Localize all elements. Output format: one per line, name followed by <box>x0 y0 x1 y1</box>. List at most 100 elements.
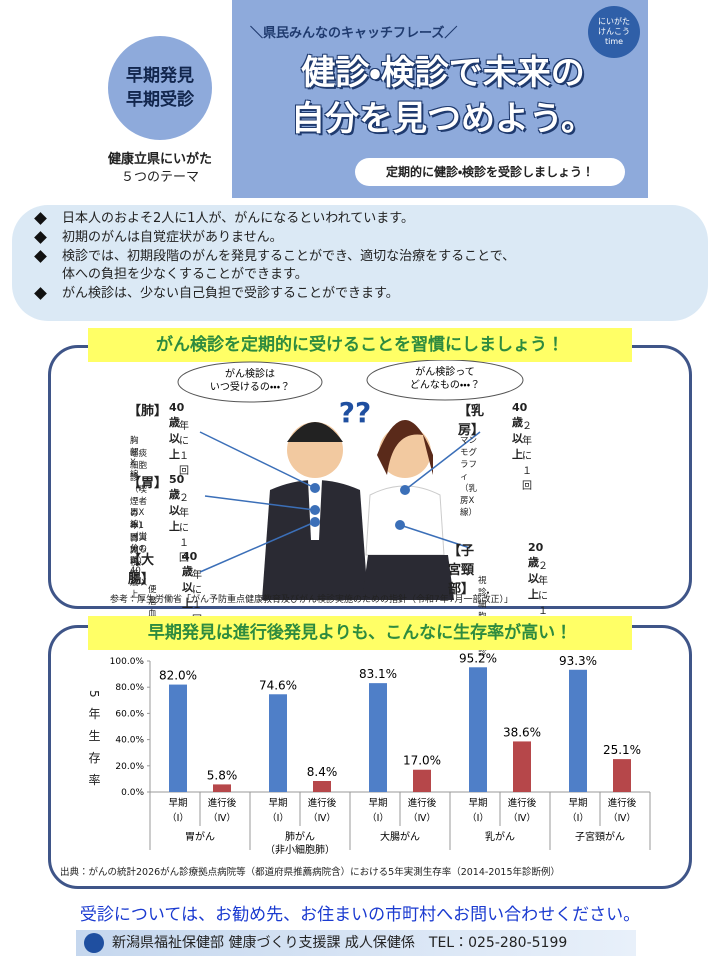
category-label: （非小細胞肺） <box>265 843 335 856</box>
method: 年1回実施も可） <box>130 521 148 567</box>
value-label: 74.6% <box>259 678 297 692</box>
stage-label: 進行後 <box>608 797 637 809</box>
bar <box>469 667 487 792</box>
bubble-text: どんなもの・・・？ <box>410 379 480 391</box>
value-label: 38.6% <box>503 725 541 739</box>
method: 喀痰細胞診（喫煙者のみ） <box>130 449 148 531</box>
theme: ５つのテーマ <box>120 170 199 185</box>
bar <box>213 784 231 792</box>
organ: 【肺】 <box>128 404 168 419</box>
catch-label: ＼県民みんなのキャッチフレーズ／ <box>250 26 458 41</box>
woman <box>362 420 454 600</box>
badge-line: 早期受診 <box>126 90 194 110</box>
organ: 【乳房】 <box>458 404 485 438</box>
stage-label: 早期 <box>268 798 287 809</box>
office: 新潟県福祉保健部 健康づくり支援課 成人保健係 TEL：025-280-5199 <box>76 930 636 956</box>
survival-title: 早期発見は進行後発見よりも、こんなに生存率が高い！ <box>88 616 632 650</box>
stage-label: （Ⅰ） <box>167 812 189 824</box>
stage-label: （Ⅰ） <box>467 812 489 824</box>
stage-label: （Ⅳ） <box>608 812 636 824</box>
stage-label: 進行後 <box>508 797 537 809</box>
source: 出典：がんの統計2026がん診療拠点病院等（都道府県推薦病院含）における5年実測… <box>60 867 561 878</box>
stage-label: （Ⅳ） <box>208 812 236 824</box>
method: 胃内視鏡 <box>130 534 139 580</box>
stage-label: 早期 <box>368 798 387 809</box>
category-label: 大腸がん <box>380 830 420 843</box>
bar <box>369 683 387 792</box>
value-label: 8.4% <box>307 765 338 779</box>
bubble-text: がん検診は <box>225 367 275 380</box>
subheadline: 定期的に健診・検診を受診しましょう！ <box>355 158 625 186</box>
bar <box>413 769 431 792</box>
bullet-text: 検診では、初期段階のがんを発見することができ、適切な治療をすることで、 <box>62 249 516 264</box>
age: 40歳以上 <box>169 401 185 461</box>
logo-line: にいがた <box>598 17 630 26</box>
bullet-text: 初期のがんは自覚症状がありません。 <box>62 230 283 245</box>
logo-line: けんこう <box>598 27 630 36</box>
age: 20歳以上 <box>528 541 544 601</box>
bar <box>269 694 287 792</box>
y-tick-label: 0.0% <box>121 788 144 798</box>
bullet-text: 日本人のおよそ2人に1人が、がんになるといわれています。 <box>62 211 414 226</box>
value-label: 82.0% <box>159 669 197 683</box>
value-label: 5.8% <box>207 768 238 782</box>
bullet-text: がん検診は、少ない自己負担で受診することができます。 <box>62 286 399 301</box>
organ: 【大腸】 <box>128 553 155 587</box>
stage-label: （Ⅰ） <box>567 812 589 824</box>
headline-line: 健診・検診で未来の <box>301 53 585 93</box>
screening-title: がん検診を定期的に受けることを習慣にしましょう！ <box>88 328 632 362</box>
frequency: ２年に１回 <box>522 421 532 492</box>
y-tick-label: 80.0% <box>115 683 144 693</box>
method: マンモグラフィ（乳房X線） <box>460 436 478 518</box>
badge-line: 早期発見 <box>126 66 194 86</box>
bar <box>169 684 187 792</box>
connector-lines <box>199 431 481 573</box>
y-tick-label: 20.0% <box>115 762 144 772</box>
stage-label: 進行後 <box>208 797 237 809</box>
contact: 受診については、お勧め先、お住まいの市町村へお問い合わせください。 <box>79 905 641 925</box>
frequency: 年に１回 <box>179 421 189 477</box>
theme-badge: 早期発見 早期受診 <box>108 36 212 140</box>
y-tick-label: 60.0% <box>115 709 144 719</box>
bar <box>569 669 587 792</box>
method: 胸部X線 <box>130 436 139 480</box>
bar <box>613 759 631 792</box>
bubble-text: いつ受けるの・・・？ <box>210 381 290 393</box>
logo-line: time <box>604 37 624 46</box>
method: 胃X線（当分の間、40歳以上、 <box>130 508 148 600</box>
stage-label: （Ⅳ） <box>308 812 336 824</box>
y-axis-label: 5年生存率 <box>87 690 101 796</box>
organ: 【子宮頸部】 <box>448 544 475 597</box>
organ: 【胃】 <box>128 476 168 491</box>
age: 40歳以上 <box>182 550 198 610</box>
value-label: 25.1% <box>603 743 641 757</box>
bullet-panel <box>12 205 708 321</box>
age: 40歳以上 <box>512 401 528 461</box>
bubble <box>177 361 323 403</box>
category-label: 乳がん <box>485 830 515 843</box>
category-label: 子宮頸がん <box>575 830 625 843</box>
stage-label: （Ⅰ） <box>267 812 289 824</box>
y-tick-label: 40.0% <box>115 736 144 746</box>
office-icon <box>84 933 104 953</box>
bubble-text: がん検診って <box>415 365 475 378</box>
question-mark: ?? <box>339 396 371 429</box>
category-label: 胃がん <box>185 830 215 843</box>
stage-label: （Ⅳ） <box>408 812 436 824</box>
value-label: 95.2% <box>459 651 497 665</box>
y-tick-label: 100.0% <box>110 657 145 667</box>
markers <box>310 483 410 530</box>
reference: 参考：厚生労働省「がん予防重点健康教育及びがん検診実施のための指針（令和7年7月… <box>110 595 513 605</box>
stage-label: （Ⅰ） <box>367 812 389 824</box>
category-label: 肺がん <box>285 830 315 843</box>
stage-label: 進行後 <box>408 797 437 809</box>
stage-label: 進行後 <box>308 797 337 809</box>
org: 健康立県にいがた <box>107 152 212 167</box>
value-label: 17.0% <box>403 754 441 768</box>
survival-chart: 0.0% 20.0% 40.0% 60.0% 80.0% 100.0% 胃がん 肺がん（非小細… <box>110 651 651 856</box>
value-label: 93.3% <box>559 654 597 668</box>
stage-label: （Ⅳ） <box>508 812 536 824</box>
bullet-text: 体への負担を少なくすることができます。 <box>62 267 308 282</box>
